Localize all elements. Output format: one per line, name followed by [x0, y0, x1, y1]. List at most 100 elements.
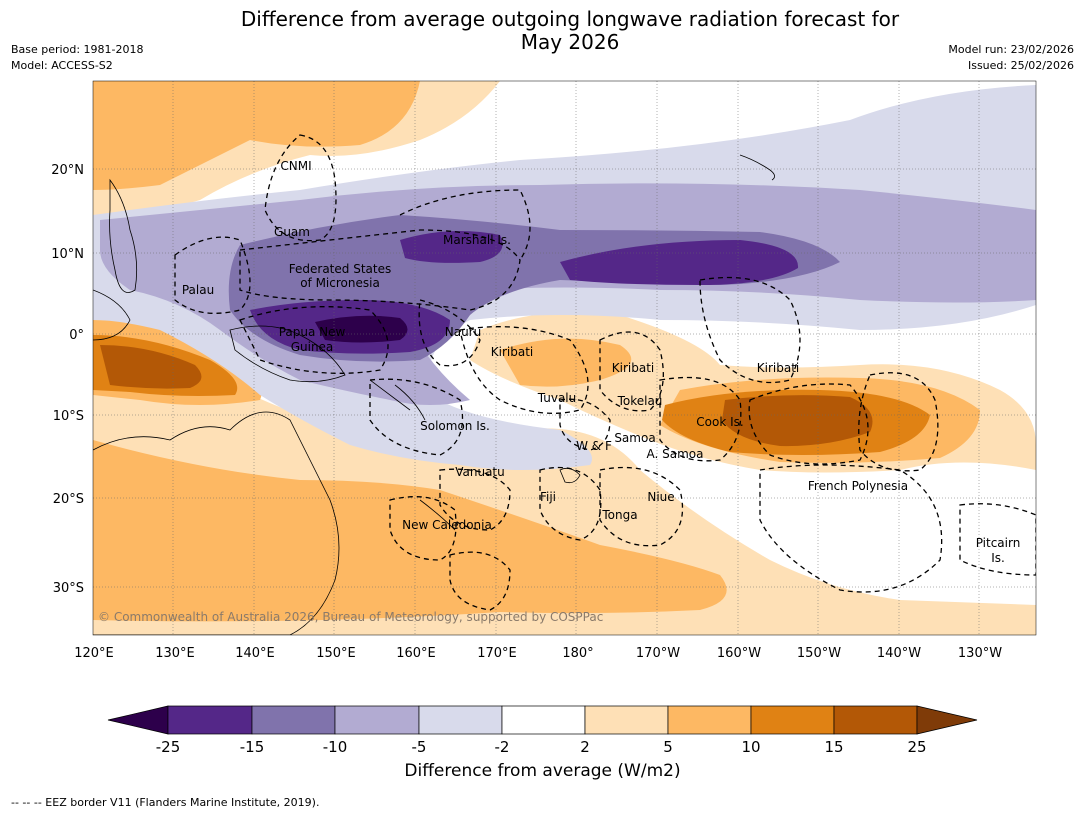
lon-tick: 140°W: [877, 646, 921, 661]
philippines-coast: [109, 178, 138, 293]
base-period: Base period: 1981-2018: [11, 43, 144, 56]
lon-tick: 170°E: [477, 646, 517, 661]
new-guinea-coast: [229, 325, 346, 383]
cb-tick: -2: [495, 738, 510, 756]
lon-tick: 180°: [562, 646, 593, 661]
cb-tick: -25: [156, 738, 181, 756]
solomon-coast: [369, 379, 426, 421]
label-fiji: Fiji: [540, 490, 556, 504]
anomaly-15to25-central-pacific: [722, 395, 873, 447]
lon-axis: 120°E 130°E 140°E 150°E 160°E 170°E 180°…: [74, 646, 1002, 661]
lon-tick: 160°E: [396, 646, 436, 661]
label-kiribati-west: Kiribati: [491, 345, 533, 359]
anomaly-western-15to25: [100, 345, 202, 389]
lat-tick: 20°S: [53, 492, 84, 507]
lat-tick: 10°S: [53, 409, 84, 424]
colorbar: -25 -15 -10 -5 -2 2 5 10 15 25: [107, 705, 978, 756]
coastlines: [93, 154, 775, 635]
label-marshall: Marshall Is.: [443, 233, 511, 247]
lat-tick: 30°S: [53, 581, 84, 596]
label-tuvalu: Tuvalu: [537, 391, 577, 405]
label-samoa: Samoa: [614, 431, 655, 445]
lon-tick: 140°E: [235, 646, 275, 661]
cb-swatch-m5-m2: [418, 705, 503, 735]
lon-tick: 150°W: [797, 646, 841, 661]
gridlines: [93, 81, 1036, 635]
cb-tick: -10: [323, 738, 348, 756]
anomaly-5to10-south: [93, 440, 727, 622]
eez-borders: [174, 134, 1036, 611]
label-guam: Guam: [274, 225, 310, 239]
cb-swatch-p2-p5: [584, 705, 669, 735]
cb-swatch-gt-25: [916, 705, 978, 735]
label-kiribati-central: Kiribati: [612, 361, 654, 375]
anomaly-5to10-north: [93, 81, 420, 190]
cb-swatch-m10-m5: [334, 705, 420, 735]
meta-right: Model run: 23/02/2026 Issued: 25/02/2026: [948, 42, 1074, 74]
label-vanuatu: Vanuatu: [455, 465, 505, 479]
model-run: Model run: 23/02/2026: [948, 43, 1074, 56]
label-cook-islands: Cook Is.: [696, 415, 743, 429]
hawaii-coast: [739, 154, 775, 181]
label-png-2: Guinea: [291, 340, 334, 354]
label-cnmi: CNMI: [280, 159, 311, 173]
cb-swatch-m25-m15: [167, 705, 253, 735]
label-niue: Niue: [647, 490, 674, 504]
meta-left: Base period: 1981-2018 Model: ACCESS-S2: [11, 42, 143, 74]
cb-swatch-m15-m10: [251, 705, 336, 735]
label-new-caledonia: New Caledonia: [402, 518, 492, 532]
australia-coast: [93, 411, 340, 635]
label-pitcairn-2: Is.: [991, 551, 1005, 565]
cb-tick: -5: [412, 738, 427, 756]
label-png-1: Papua New: [279, 325, 346, 339]
copyright-notice: © Commonwealth of Australia 2026, Bureau…: [98, 610, 603, 624]
label-tonga: Tonga: [601, 508, 637, 522]
lon-tick: 170°W: [636, 646, 680, 661]
anomaly-lt-m25: [315, 315, 408, 343]
title-line-2: May 2026: [520, 30, 620, 54]
cb-tick: 5: [663, 738, 673, 756]
fiji-coast: [559, 467, 581, 484]
new-caledonia-coast: [419, 499, 456, 531]
cb-tick: -15: [240, 738, 265, 756]
label-fsm-1: Federated States: [289, 262, 391, 276]
cb-tick: 10: [741, 738, 760, 756]
label-nauru: Nauru: [445, 325, 481, 339]
cb-tick: 15: [824, 738, 843, 756]
label-american-samoa: A. Samoa: [647, 447, 704, 461]
lat-tick: 20°N: [51, 163, 84, 178]
label-fsm-2: of Micronesia: [300, 276, 380, 290]
eez-footnote: -- -- -- EEZ border V11 (Flanders Marine…: [11, 796, 320, 809]
label-kiribati-east: Kiribati: [757, 361, 799, 375]
label-palau: Palau: [182, 283, 214, 297]
cb-swatch-lt-m25: [107, 705, 169, 735]
title-line-1: Difference from average outgoing longwav…: [240, 7, 900, 31]
lon-tick: 150°E: [316, 646, 356, 661]
map-panel: [93, 81, 1036, 635]
model-name: Model: ACCESS-S2: [11, 59, 113, 72]
lon-tick: 130°W: [958, 646, 1002, 661]
lon-tick: 130°E: [155, 646, 195, 661]
cb-swatch-p5-p10: [667, 705, 752, 735]
label-french-polynesia: French Polynesia: [808, 479, 908, 493]
chart-title: Difference from average outgoing longwav…: [0, 8, 1085, 54]
lon-tick: 160°W: [717, 646, 761, 661]
cb-tick: 25: [907, 738, 926, 756]
label-pitcairn-1: Pitcairn: [976, 536, 1021, 550]
lat-axis: 20°N 10°N 0° 10°S 20°S 30°S: [51, 163, 84, 596]
lat-tick: 0°: [69, 328, 84, 343]
label-solomon: Solomon Is.: [420, 419, 490, 433]
colorbar-title: Difference from average (W/m2): [404, 761, 681, 781]
cb-swatch-m2-p2: [501, 705, 586, 735]
region-labels: CNMI Guam Marshall Is. Federated States …: [182, 159, 1020, 565]
label-wallis-futuna: W & F: [576, 439, 612, 453]
cb-swatch-p10-p15: [750, 705, 835, 735]
label-tokelau: Tokelau: [617, 394, 663, 408]
cb-swatch-p15-p25: [833, 705, 918, 735]
lon-tick: 120°E: [74, 646, 114, 661]
cb-tick: 2: [580, 738, 590, 756]
map-frame: [92, 80, 1037, 636]
borneo-coast: [93, 289, 131, 341]
lat-tick: 10°N: [51, 247, 84, 262]
